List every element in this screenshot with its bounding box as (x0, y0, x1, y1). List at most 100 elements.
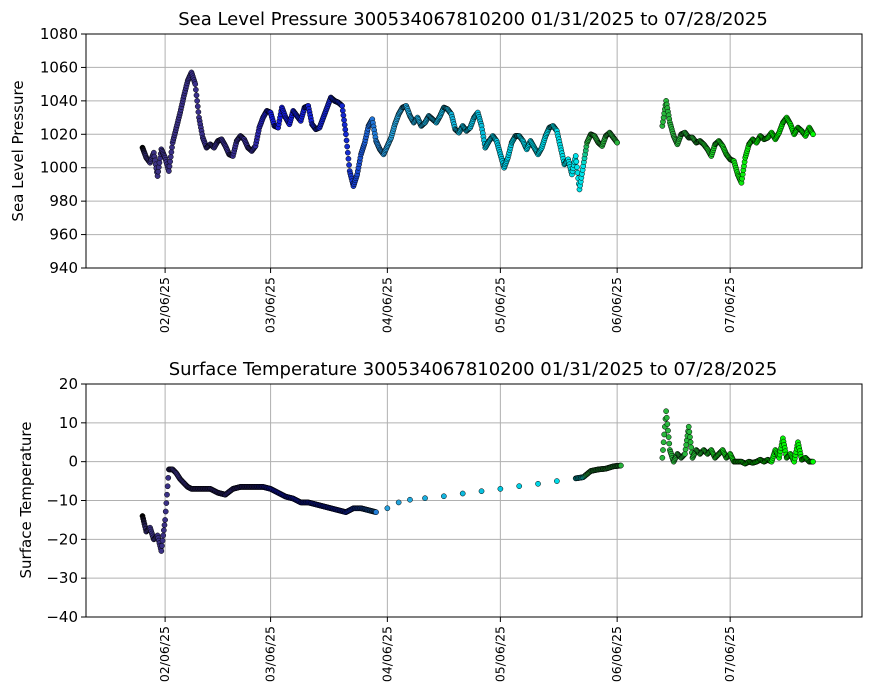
pressure-chart-title: Sea Level Pressure 300534067810200 01/31… (178, 9, 768, 30)
pressure-data-point (343, 137, 350, 144)
pressure-x-tick-label: 05/06/25 (492, 277, 507, 333)
pressure-data-point (193, 92, 200, 99)
pressure-x-tick-label: 04/06/25 (379, 277, 394, 333)
temperature-data-point (618, 462, 624, 469)
pressure-x-tick-label: 03/06/25 (263, 277, 278, 333)
temperature-y-tick-label: −40 (46, 608, 78, 626)
temperature-data-point (663, 408, 669, 415)
temperature-data-point (688, 444, 695, 451)
pressure-axes-frame (85, 33, 863, 269)
pressure-data-point (194, 98, 200, 104)
pressure-data-point (614, 139, 621, 146)
pressure-y-axis-label: Sea Level Pressure (9, 80, 27, 221)
temperature-data-point (159, 537, 166, 544)
pressure-data-point (168, 149, 175, 155)
temperature-data-point (685, 423, 692, 430)
temperature-y-tick-label: −30 (46, 569, 78, 587)
temperature-data-point (664, 421, 671, 427)
pressure-data-point (167, 158, 173, 165)
temperature-data-point (665, 427, 671, 434)
temperature-data-point (162, 517, 168, 523)
pressure-data-point (167, 154, 174, 160)
temperature-data-point (535, 480, 541, 487)
temperature-y-tick-label: −10 (46, 492, 78, 510)
pressure-data-point (339, 103, 346, 109)
pressure-y-tick-label: 1060 (40, 58, 78, 76)
temperature-data-point (422, 495, 428, 502)
temperature-data-point (161, 522, 168, 528)
temperature-data-point (164, 491, 170, 498)
temperature-data-point (159, 542, 165, 549)
pressure-data-point (345, 155, 352, 162)
pressure-data-point (342, 126, 349, 133)
pressure-data-point (343, 131, 349, 138)
temperature-data-point (164, 483, 171, 490)
pressure-data-point (341, 117, 347, 123)
temperature-data-point (659, 454, 666, 461)
temperature-x-tick-label: 05/06/25 (492, 626, 507, 682)
pressure-markers (139, 69, 816, 193)
temperature-data-point (158, 548, 165, 554)
temperature-data-point (686, 429, 693, 435)
temperature-data-point (554, 478, 560, 484)
pressure-data-point (344, 143, 351, 150)
temperature-x-tick-label: 07/06/25 (722, 626, 737, 682)
pressure-data-point (573, 158, 580, 165)
temperature-x-tick-label: 03/06/25 (263, 626, 278, 682)
pressure-data-point (194, 103, 201, 110)
temperature-data-point (687, 434, 693, 440)
temperature-data-point (395, 499, 402, 506)
temperature-x-tick-label: 06/06/25 (609, 626, 624, 682)
temperature-data-point (161, 527, 167, 534)
pressure-data-point (166, 168, 172, 174)
temperature-markers (139, 408, 816, 554)
pressure-y-tick-label: 1040 (40, 92, 78, 110)
pressure-data-point (344, 149, 351, 156)
temperature-y-tick-label: −20 (46, 530, 78, 548)
pressure-y-tick-label: 1000 (40, 159, 78, 177)
temperature-data-point (441, 493, 447, 500)
pressure-y-tick-label: 980 (49, 192, 78, 210)
temperature-data-point (687, 439, 694, 446)
temperature-y-tick-label: 10 (59, 414, 78, 432)
temperature-data-point (810, 458, 816, 465)
temperature-y-tick-label: 20 (59, 375, 78, 393)
temperature-panel: Surface Temperature 300534067810200 01/3… (17, 359, 863, 682)
pressure-panel: Sea Level Pressure 300534067810200 01/31… (9, 9, 863, 333)
pressure-data-point (341, 121, 348, 128)
pressure-data-point (574, 164, 580, 171)
pressure-data-point (166, 163, 173, 170)
temperature-data-point (666, 440, 673, 447)
temperature-data-point (373, 509, 379, 516)
temperature-data-point (160, 532, 167, 539)
temperature-data-point (163, 500, 170, 506)
temperature-data-point (497, 486, 504, 492)
pressure-y-tick-label: 940 (49, 259, 78, 277)
pressure-y-tick-label: 1020 (40, 125, 78, 143)
temperature-data-point (478, 488, 485, 495)
pressure-data-point (192, 81, 199, 87)
temperature-data-point (459, 490, 466, 497)
temperature-y-axis-label: Surface Temperature (17, 422, 35, 579)
temperature-data-point (165, 475, 172, 481)
temperature-data-point (661, 431, 668, 438)
pressure-data-point (193, 86, 199, 93)
temperature-chart-title: Surface Temperature 300534067810200 01/3… (169, 359, 778, 380)
pressure-data-point (340, 112, 347, 119)
pressure-x-tick-label: 07/06/25 (722, 277, 737, 333)
pressure-data-point (339, 107, 346, 114)
temperature-x-tick-label: 02/06/25 (157, 626, 172, 682)
temperature-data-point (162, 508, 169, 515)
temperature-data-point (384, 505, 391, 512)
temperature-x-tick-label: 04/06/25 (379, 626, 394, 682)
pressure-data-point (572, 153, 579, 159)
pressure-data-point (169, 144, 175, 151)
pressure-x-tick-label: 02/06/25 (157, 277, 172, 333)
pressure-x-tick-label: 06/06/25 (609, 277, 624, 333)
pressure-data-point (195, 109, 202, 115)
temperature-data-point (660, 447, 666, 453)
temperature-data-point (663, 414, 670, 421)
pressure-y-tick-label: 960 (49, 226, 78, 244)
temperature-y-tick-label: 0 (68, 453, 78, 471)
